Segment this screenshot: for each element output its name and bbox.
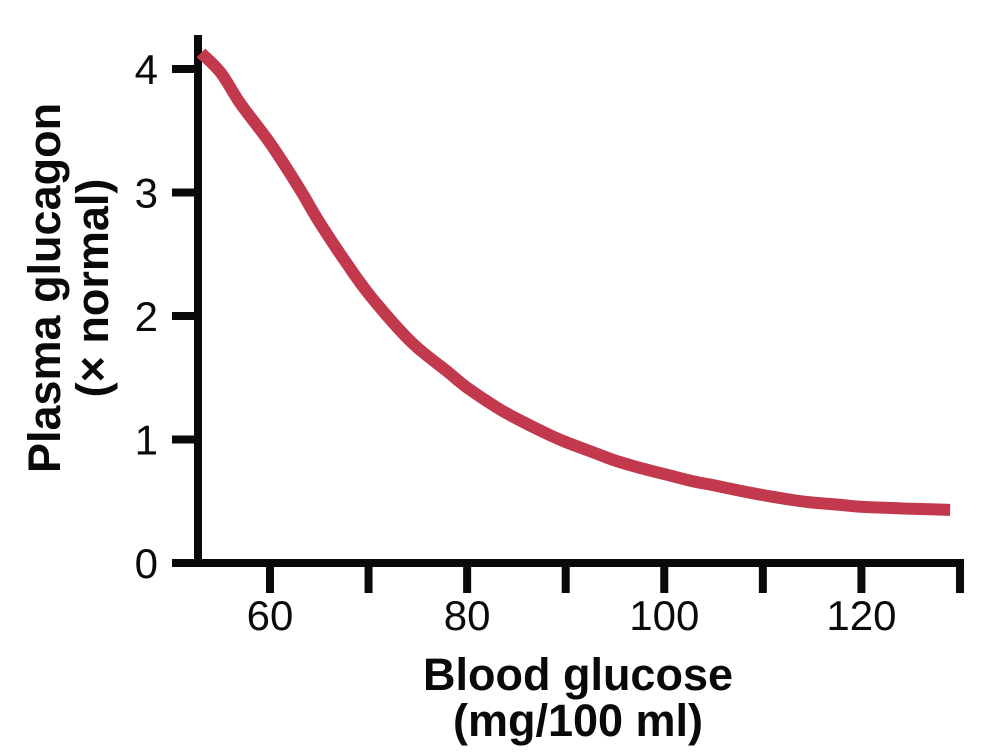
series-curve-0 bbox=[196, 48, 951, 516]
x-axis-tick-labels: 60 80 100 120 bbox=[247, 592, 897, 639]
axes bbox=[173, 35, 964, 567]
y-axis-ticks bbox=[172, 65, 198, 567]
x-tick-label-60: 60 bbox=[247, 592, 294, 639]
x-axis-title-line1: Blood glucose bbox=[423, 649, 733, 700]
x-axis-title-line2: (mg/100 ml) bbox=[453, 695, 703, 746]
y-axis-title-line1: Plasma glucagon bbox=[19, 103, 70, 473]
y-axis-tick-labels: 0 1 2 3 4 bbox=[135, 46, 158, 587]
y-tick-label-2: 2 bbox=[135, 293, 158, 340]
x-tick-label-120: 120 bbox=[826, 592, 896, 639]
x-tick-label-100: 100 bbox=[629, 592, 699, 639]
y-tick-label-1: 1 bbox=[135, 417, 158, 464]
data-series bbox=[196, 48, 951, 516]
y-tick-label-3: 3 bbox=[135, 170, 158, 217]
y-axis-title-line2: (× normal) bbox=[67, 179, 118, 398]
x-tick-label-80: 80 bbox=[444, 592, 491, 639]
y-tick-label-4: 4 bbox=[135, 46, 158, 93]
y-tick-label-0: 0 bbox=[135, 540, 158, 587]
x-axis-ticks bbox=[266, 563, 964, 593]
